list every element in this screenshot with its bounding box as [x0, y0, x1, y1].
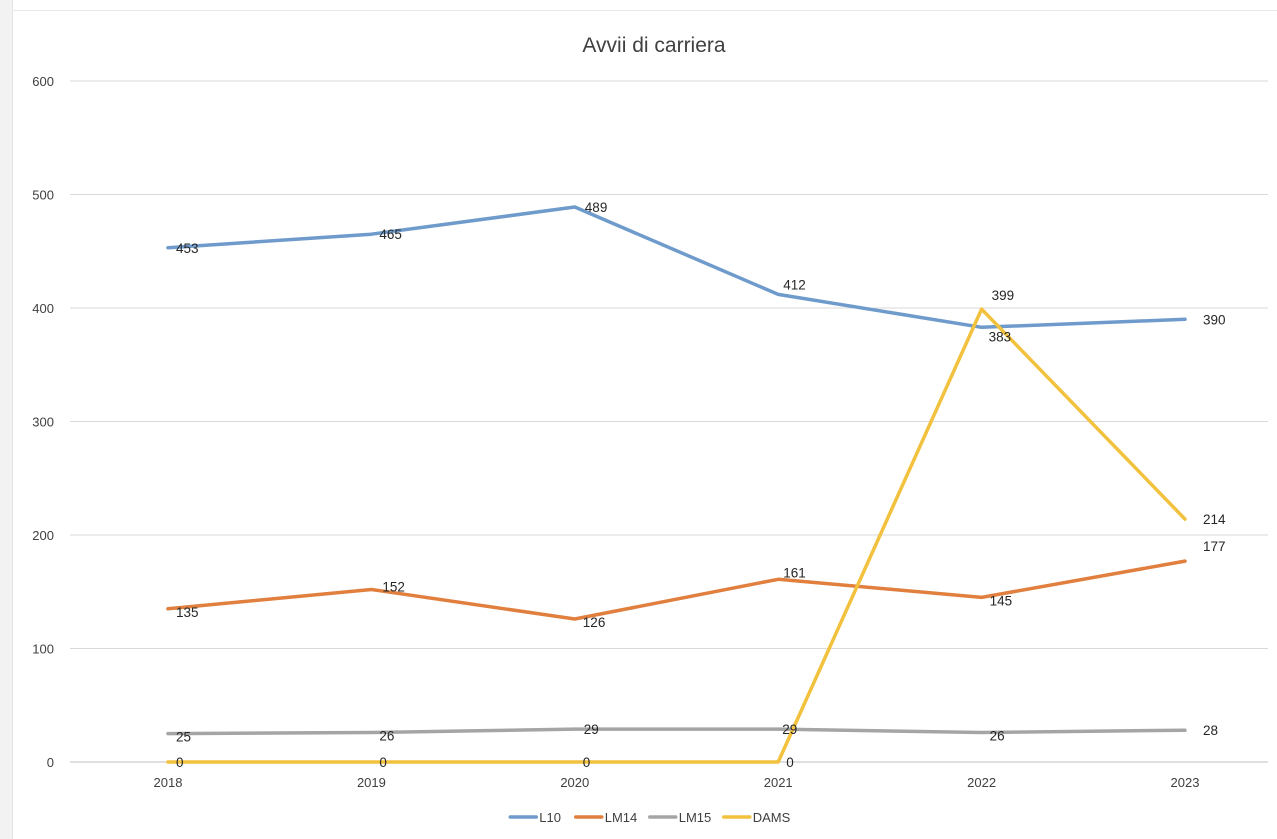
legend-label-lm14: LM14: [605, 810, 638, 825]
series-line-dams: [166, 307, 1187, 764]
data-label-lm14: 177: [1203, 539, 1226, 554]
data-label-lm14: 126: [583, 615, 606, 630]
series-line-l10: [166, 205, 1187, 330]
x-tick-label: 2020: [560, 775, 589, 790]
data-label-l10: 383: [989, 329, 1012, 344]
data-label-dams: 0: [176, 755, 184, 770]
data-label-lm15: 29: [584, 722, 599, 737]
series-lines: [166, 205, 1187, 764]
x-axis-tick-labels: 2018 2019 2020 2021 2022 2023: [154, 775, 1200, 790]
y-tick-label: 300: [32, 415, 54, 430]
y-tick-label: 400: [32, 301, 54, 316]
data-label-lm15: 26: [379, 728, 394, 743]
data-label-lm14: 152: [382, 579, 405, 594]
data-label-lm15: 25: [176, 730, 191, 745]
y-tick-label: 500: [32, 188, 54, 203]
data-label-lm14: 161: [783, 565, 806, 580]
y-tick-label: 200: [32, 528, 54, 543]
y-tick-label: 600: [32, 74, 54, 89]
x-tick-label: 2018: [154, 775, 183, 790]
data-label-l10: 390: [1203, 312, 1226, 327]
data-label-l10: 489: [585, 200, 608, 215]
y-tick-label: 100: [32, 642, 54, 657]
left-panel-edge: [0, 0, 13, 839]
series-line-lm15: [166, 727, 1187, 736]
x-tick-label: 2021: [764, 775, 793, 790]
x-tick-label: 2023: [1171, 775, 1200, 790]
y-axis-tick-labels: 0 100 200 300 400 500 600: [32, 74, 54, 770]
data-label-dams: 0: [583, 755, 591, 770]
legend-label-dams: DAMS: [753, 810, 791, 825]
data-label-lm15: 26: [990, 728, 1005, 743]
data-label-lm14: 145: [990, 593, 1013, 608]
series-line-lm14: [166, 559, 1187, 621]
data-label-dams: 0: [786, 755, 794, 770]
data-label-dams: 0: [379, 755, 387, 770]
data-label-dams: 214: [1203, 512, 1226, 527]
data-labels: 453 465 489 412 383 390 135 152 126 161 145 177 25 26…: [176, 200, 1226, 770]
data-label-l10: 465: [379, 227, 402, 242]
legend: L10 LM14 LM15 DAMS: [508, 810, 791, 825]
legend-label-l10: L10: [539, 810, 561, 825]
legend-label-lm15: LM15: [679, 810, 712, 825]
data-label-lm14: 135: [176, 605, 199, 620]
top-border: [12, 10, 1277, 11]
data-label-l10: 412: [783, 277, 806, 292]
data-label-lm15: 28: [1203, 723, 1218, 738]
x-tick-label: 2019: [357, 775, 386, 790]
data-label-dams: 399: [992, 288, 1015, 303]
data-label-l10: 453: [176, 241, 199, 256]
data-label-lm15: 29: [782, 722, 797, 737]
chart-title: Avvii di carriera: [582, 34, 725, 57]
x-tick-label: 2022: [967, 775, 996, 790]
y-tick-label: 0: [47, 755, 54, 770]
